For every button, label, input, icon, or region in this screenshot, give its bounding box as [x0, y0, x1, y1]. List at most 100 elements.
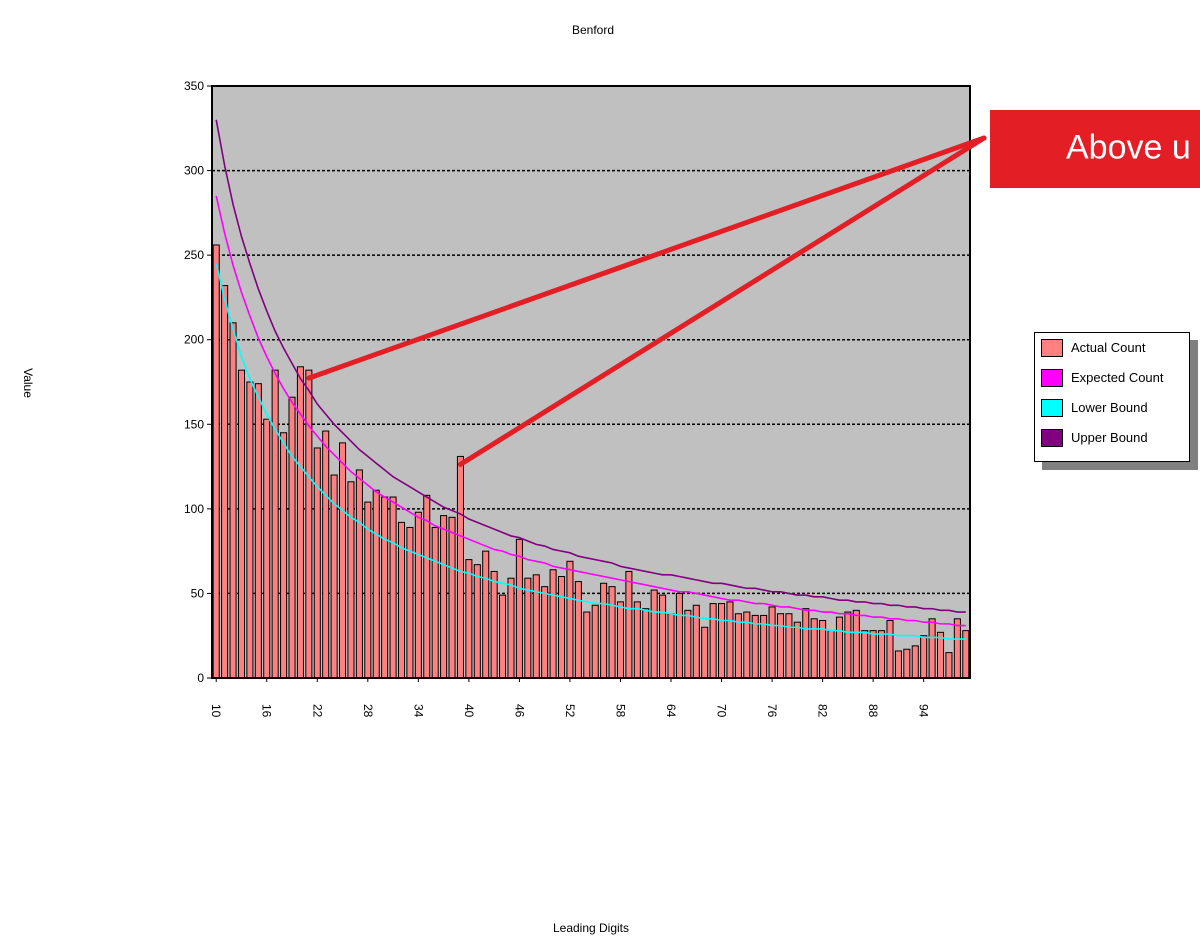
x-tick-label: 16: [260, 704, 274, 718]
bar: [726, 601, 734, 679]
bar: [701, 626, 709, 679]
bar: [473, 564, 481, 679]
bar: [827, 630, 835, 679]
x-tick-label: 46: [512, 704, 526, 718]
x-tick-label: 64: [664, 704, 678, 718]
y-tick-label: 150: [184, 417, 204, 431]
bar: [515, 538, 523, 679]
series-line-lower-bound: [215, 263, 966, 640]
bar: [263, 418, 271, 679]
bar: [650, 589, 658, 679]
bar: [953, 618, 961, 679]
bar: [936, 631, 945, 679]
legend-item-actual-count: Actual Count: [1041, 337, 1191, 359]
bar: [861, 630, 869, 679]
x-tick-label: 10: [209, 704, 223, 718]
bar: [945, 652, 953, 679]
bar: [541, 586, 549, 679]
bar: [751, 614, 759, 679]
bar: [482, 550, 490, 679]
y-tick-label: 200: [184, 333, 204, 347]
bar: [431, 526, 439, 679]
bar: [557, 576, 566, 679]
legend-label-upper-bound: Upper Bound: [1071, 430, 1148, 445]
bar-series: [212, 244, 970, 679]
bar: [339, 442, 347, 679]
bar: [718, 603, 726, 679]
bar: [616, 601, 625, 679]
callout-text: Above u: [1066, 128, 1191, 167]
x-tick-label: 70: [715, 704, 729, 718]
bar: [776, 613, 785, 679]
bar: [305, 369, 313, 679]
bar: [642, 608, 650, 679]
bar: [381, 496, 389, 679]
bar: [962, 630, 970, 679]
y-axis: 0 50 100 150 200 250 300 350: [184, 79, 212, 685]
bar: [709, 603, 717, 679]
bar: [600, 582, 608, 679]
bar: [793, 621, 801, 679]
bar: [229, 322, 237, 679]
bar: [372, 489, 380, 679]
bar: [911, 645, 919, 679]
bar: [499, 594, 507, 679]
y-tick-label: 250: [184, 248, 204, 262]
bar: [524, 577, 532, 679]
bar: [785, 613, 793, 679]
x-tick-label: 88: [866, 704, 880, 718]
legend-swatch-actual-count: [1041, 339, 1063, 357]
bar: [465, 559, 473, 679]
x-tick-label: 40: [462, 704, 476, 718]
bar: [448, 516, 456, 679]
legend-item-lower-bound: Lower Bound: [1041, 397, 1191, 419]
bar: [414, 511, 422, 679]
callout-arrow: [306, 135, 987, 381]
bar: [878, 630, 886, 679]
x-tick-label: 52: [563, 704, 577, 718]
x-tick-label: 34: [411, 704, 425, 718]
bar: [280, 432, 288, 679]
x-axis: 10 16 22 28 34 40 46 52 58 64 70 76 82 88 94: [209, 678, 931, 718]
bar: [355, 469, 363, 679]
bar: [583, 611, 591, 679]
grid-lines: [212, 169, 970, 595]
bar: [684, 609, 692, 679]
bar: [288, 396, 296, 679]
bar: [844, 611, 852, 679]
legend-swatch-upper-bound: [1041, 429, 1063, 447]
legend-item-expected-count: Expected Count: [1041, 367, 1191, 389]
callout-box: Above u: [990, 110, 1200, 188]
bar: [667, 613, 675, 679]
bar: [507, 577, 515, 679]
series-line-upper-bound: [215, 119, 966, 613]
bar: [456, 455, 464, 679]
bar: [254, 383, 262, 679]
bar: [810, 618, 818, 679]
legend-label-expected-count: Expected Count: [1071, 370, 1164, 385]
legend-label-lower-bound: Lower Bound: [1071, 400, 1148, 415]
bar: [802, 608, 810, 679]
legend-swatch-expected-count: [1041, 369, 1063, 387]
bar: [246, 381, 254, 679]
bar: [734, 613, 742, 679]
bar: [920, 635, 928, 679]
bar: [490, 570, 498, 679]
x-tick-label: 22: [310, 704, 324, 718]
bar: [835, 616, 843, 679]
x-axis-label: Leading Digits: [553, 921, 629, 935]
x-tick-label: 58: [613, 704, 627, 718]
line-series: [215, 119, 966, 640]
bar: [659, 594, 667, 679]
x-tick-label: 76: [765, 704, 779, 718]
bar: [886, 619, 894, 679]
bar: [675, 592, 683, 679]
y-tick-label: 350: [184, 79, 204, 93]
legend-swatch-lower-bound: [1041, 399, 1063, 417]
y-tick-label: 100: [184, 502, 204, 516]
chart-legend: Actual Count Expected Count Lower Bound …: [1034, 332, 1190, 462]
bar: [903, 648, 911, 679]
bar: [608, 586, 616, 679]
